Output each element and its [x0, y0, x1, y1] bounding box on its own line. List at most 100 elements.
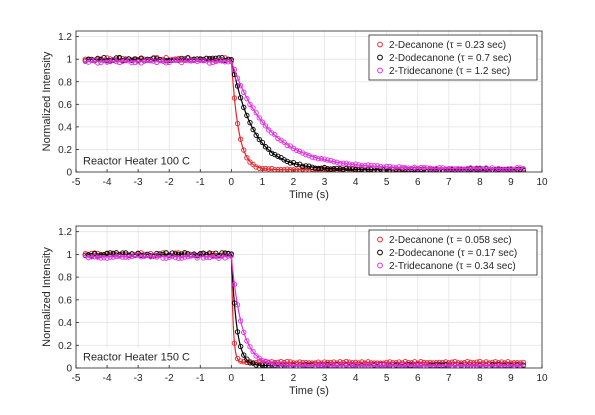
data-point: [222, 55, 228, 61]
y-tick-label: 1: [66, 55, 72, 66]
data-point: [439, 363, 446, 368]
data-point: [175, 255, 182, 261]
x-tick-label: -1: [196, 177, 205, 188]
data-point: [172, 254, 179, 261]
data-point: [508, 363, 514, 368]
data-point: [144, 252, 151, 259]
legend: 2-Decanone (τ = 0.23 sec) 2-Dodecanone (τ…: [368, 34, 538, 81]
data-point: [265, 127, 272, 133]
data-point: [281, 139, 287, 145]
x-tick-label: 3: [322, 373, 328, 384]
data-point: [259, 119, 266, 125]
data-point: [132, 59, 138, 66]
data-point: [467, 165, 474, 171]
data-point: [262, 144, 269, 150]
data-point: [256, 115, 262, 121]
x-tick-label: 6: [415, 373, 421, 384]
data-point: [471, 363, 477, 368]
data-point: [502, 166, 508, 172]
data-point: [101, 55, 107, 61]
data-point: [91, 57, 98, 63]
data-point: [88, 57, 95, 64]
data-point: [147, 57, 154, 64]
x-tick-label: -4: [103, 177, 112, 188]
data-point: [486, 363, 492, 368]
annotation: Reactor Heater 150 C: [80, 348, 193, 365]
data-point: [157, 58, 163, 64]
data-point: [166, 57, 172, 63]
x-tick-label: 10: [536, 177, 548, 188]
y-tick-label: 1: [66, 250, 72, 261]
data-point: [82, 250, 88, 257]
data-point: [253, 110, 259, 116]
data-point: [250, 105, 256, 111]
legend-entry: 2-Decanone (τ = 0.058 sec): [389, 235, 512, 246]
data-point: [427, 363, 433, 368]
y-tick-label: 0.2: [58, 145, 72, 156]
data-point: [194, 255, 200, 261]
data-point: [132, 252, 138, 258]
legend-marker: [377, 67, 383, 74]
x-tick-label: 2: [291, 373, 297, 384]
data-point: [443, 166, 449, 172]
x-tick-label: 5: [384, 177, 390, 188]
legend-marker: [377, 54, 383, 61]
data-point: [216, 55, 222, 61]
axes-frame: [75, 30, 543, 173]
x-tick-label: 2: [291, 177, 297, 188]
data-point: [163, 55, 169, 61]
data-point: [197, 57, 203, 64]
data-point: [511, 166, 517, 172]
data-point: [374, 363, 380, 368]
data-point: [241, 104, 247, 111]
axes-frame: [75, 225, 543, 369]
legend-marker: [377, 262, 383, 269]
x-tick-label: 8: [477, 177, 483, 188]
data-point: [430, 363, 436, 368]
data-point: [297, 363, 303, 368]
data-point: [411, 362, 418, 368]
x-tick-label: 1: [260, 177, 266, 188]
data-point: [191, 57, 197, 64]
data-point: [163, 60, 169, 66]
data-point: [104, 59, 110, 65]
legend-entry: 2-Tridecanone (τ = 0.34 sec): [389, 261, 516, 272]
data-point: [234, 355, 241, 362]
data-point: [293, 363, 300, 368]
data-point: [247, 101, 253, 108]
data-point: [269, 165, 275, 172]
data-point: [98, 255, 104, 261]
x-tick-label: 5: [384, 373, 390, 384]
x-tick-label: 3: [322, 177, 328, 188]
legend-marker: [377, 41, 383, 48]
x-tick-label: 7: [446, 177, 452, 188]
data-point: [225, 253, 231, 259]
x-tick-label: 1: [260, 373, 266, 384]
data-point: [449, 363, 455, 368]
grid: [75, 31, 543, 173]
data-point: [200, 255, 207, 261]
data-point: [85, 255, 92, 261]
y-tick-label: 0: [66, 364, 72, 375]
data-point: [95, 60, 101, 66]
data-point: [185, 58, 191, 64]
data-point: [293, 147, 300, 154]
data-point: [300, 362, 306, 368]
data-point: [163, 255, 169, 261]
legend-marker: [377, 249, 383, 256]
legend-box: [368, 229, 538, 276]
legend-entry: 2-Decanone (τ = 0.23 sec): [389, 40, 506, 51]
annotation-text: Reactor Heater 100 C: [83, 156, 190, 168]
y-tick-label: 0.4: [58, 318, 72, 329]
x-axis-label: Time (s): [289, 385, 329, 397]
data-point: [380, 362, 387, 368]
data-layer: [82, 54, 527, 172]
annotation: Reactor Heater 100 C: [80, 152, 193, 169]
data-point: [402, 362, 408, 368]
legend: 2-Decanone (τ = 0.058 sec) 2-Dodecanone (…: [368, 229, 538, 276]
data-point: [241, 352, 247, 358]
data-point: [250, 126, 256, 133]
y-tick-label: 0.8: [58, 77, 72, 88]
data-point: [216, 57, 222, 64]
x-tick-label: 8: [477, 373, 483, 384]
